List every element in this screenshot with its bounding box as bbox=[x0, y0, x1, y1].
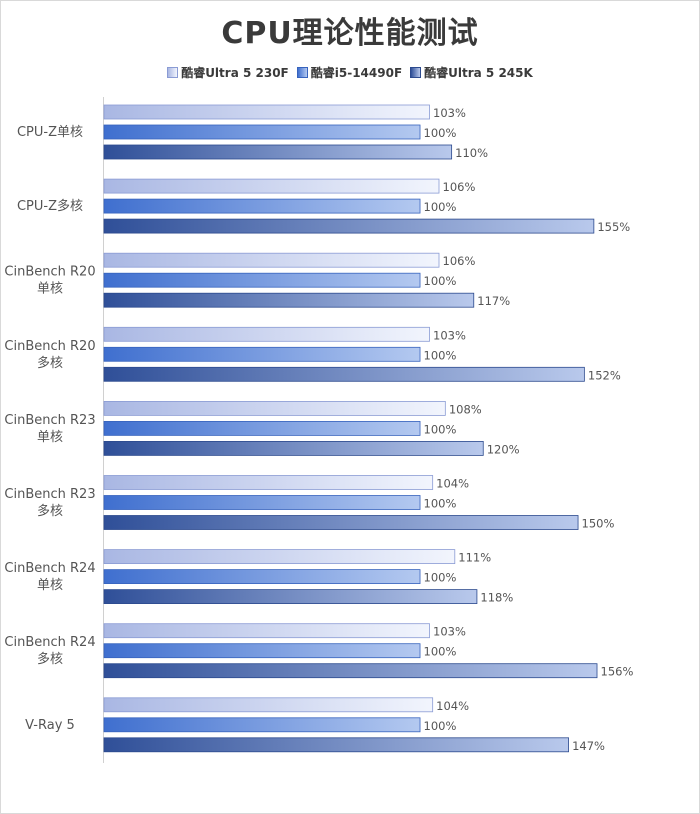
category-label: 多核 bbox=[37, 355, 63, 371]
bar-series-1 bbox=[103, 124, 421, 140]
data-label: 108% bbox=[449, 402, 482, 416]
legend-item-1: 酷睿i5-14490F bbox=[296, 64, 403, 81]
bar-series-1 bbox=[103, 569, 421, 584]
data-label: 120% bbox=[487, 442, 520, 456]
data-label: 100% bbox=[424, 348, 457, 362]
bar-series-0 bbox=[103, 104, 430, 120]
category-label: CinBench R23 bbox=[4, 487, 95, 502]
data-label: 106% bbox=[443, 254, 476, 268]
bar-series-2 bbox=[103, 292, 475, 308]
category-label: 单核 bbox=[37, 282, 63, 297]
data-label: 103% bbox=[433, 625, 466, 639]
legend-swatch-0 bbox=[167, 67, 179, 78]
bar-series-1 bbox=[103, 198, 421, 214]
data-label: 106% bbox=[443, 180, 476, 194]
legend-swatch-1 bbox=[296, 67, 308, 78]
data-label: 118% bbox=[480, 591, 513, 605]
data-label: 100% bbox=[424, 571, 457, 585]
data-label: 100% bbox=[424, 126, 457, 140]
data-label: 104% bbox=[436, 699, 469, 713]
bar-series-2 bbox=[103, 515, 579, 530]
chart-title: CPU理论性能测试 bbox=[221, 16, 479, 51]
data-label: 100% bbox=[424, 274, 457, 288]
bar-series-0 bbox=[103, 326, 430, 342]
bar-series-1 bbox=[103, 346, 421, 362]
category-label: 单核 bbox=[37, 578, 63, 593]
data-label: 152% bbox=[588, 368, 621, 382]
data-label: 110% bbox=[455, 146, 488, 160]
legend-label-2: 酷睿Ultra 5 245K bbox=[424, 66, 533, 80]
data-label: 100% bbox=[424, 719, 457, 733]
category-label: CinBench R24 bbox=[4, 561, 95, 576]
data-label: 156% bbox=[601, 665, 634, 679]
bar-series-2 bbox=[103, 366, 585, 382]
category-label: 单核 bbox=[37, 430, 63, 445]
data-label: 103% bbox=[433, 328, 466, 342]
bar-series-0 bbox=[103, 400, 446, 416]
legend-item-0: 酷睿Ultra 5 230F bbox=[167, 64, 289, 81]
data-label: 100% bbox=[424, 497, 457, 511]
bar-series-2 bbox=[103, 663, 598, 679]
bar-series-2 bbox=[103, 218, 595, 234]
category-label: CinBench R23 bbox=[4, 413, 95, 428]
data-label: 100% bbox=[424, 200, 457, 214]
legend-item-2: 酷睿Ultra 5 245K bbox=[410, 64, 533, 81]
data-label: 147% bbox=[572, 739, 605, 753]
bar-series-2 bbox=[103, 737, 569, 753]
bar-series-0 bbox=[103, 549, 456, 564]
bar-series-2 bbox=[103, 589, 478, 604]
legend-label-1: 酷睿i5-14490F bbox=[310, 66, 403, 80]
bar-series-0 bbox=[103, 252, 440, 268]
chart-legend: 酷睿Ultra 5 230F 酷睿i5-14490F 酷睿Ultra 5 245K bbox=[0, 64, 700, 81]
bar-series-2 bbox=[103, 440, 484, 456]
data-label: 150% bbox=[582, 517, 615, 531]
bar-series-1 bbox=[103, 643, 421, 659]
legend-swatch-2 bbox=[410, 67, 422, 78]
bar-series-0 bbox=[103, 178, 440, 194]
category-label: CPU-Z单核 bbox=[17, 125, 83, 140]
bar-series-0 bbox=[103, 697, 434, 713]
category-label: CinBench R24 bbox=[4, 635, 95, 650]
category-label: CPU-Z多核 bbox=[17, 198, 83, 214]
category-label: CinBench R20 bbox=[4, 265, 95, 280]
bar-series-1 bbox=[103, 272, 421, 288]
bar-series-1 bbox=[103, 717, 421, 733]
bar-series-1 bbox=[103, 420, 421, 436]
data-label: 111% bbox=[458, 551, 491, 565]
bar-series-1 bbox=[103, 495, 421, 510]
category-label: 多核 bbox=[37, 503, 63, 519]
data-label: 100% bbox=[424, 645, 457, 659]
data-label: 103% bbox=[433, 106, 466, 120]
bar-series-0 bbox=[103, 623, 430, 639]
category-label: 多核 bbox=[37, 651, 63, 667]
legend-label-0: 酷睿Ultra 5 230F bbox=[181, 66, 289, 80]
data-label: 155% bbox=[597, 220, 630, 234]
category-label: CinBench R20 bbox=[4, 339, 95, 354]
category-label: V-Ray 5 bbox=[25, 718, 75, 733]
data-label: 104% bbox=[436, 477, 469, 491]
data-label: 117% bbox=[477, 294, 510, 308]
bar-series-2 bbox=[103, 144, 453, 160]
data-label: 100% bbox=[424, 422, 457, 436]
bar-series-0 bbox=[103, 475, 434, 490]
